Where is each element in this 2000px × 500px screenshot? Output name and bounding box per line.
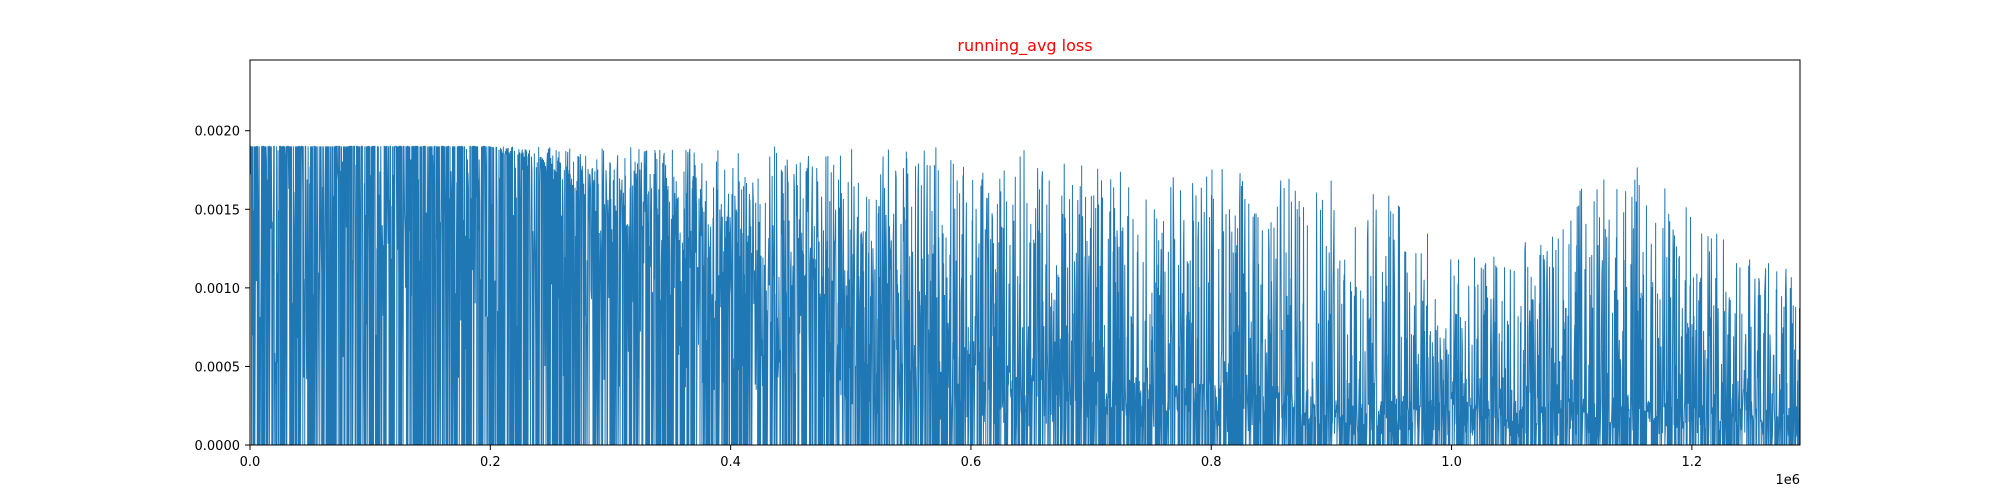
x-tick-label: 0.2 bbox=[480, 455, 501, 470]
chart-title: running_avg loss bbox=[957, 36, 1092, 56]
y-tick-label: 0.0010 bbox=[195, 282, 241, 297]
x-axis: 0.0 0.2 0.4 0.6 0.8 1.0 1.2 bbox=[240, 445, 1703, 470]
x-tick-label: 0.6 bbox=[961, 455, 982, 470]
y-axis: 0.0000 0.0005 0.0010 0.0015 0.0020 bbox=[195, 125, 250, 454]
x-tick-label: 0.4 bbox=[720, 455, 741, 470]
y-tick-label: 0.0020 bbox=[195, 125, 241, 140]
y-tick-label: 0.0015 bbox=[195, 203, 241, 218]
x-tick-label: 0.8 bbox=[1201, 455, 1222, 470]
plot-frame bbox=[249, 59, 1801, 446]
x-tick-label: 1.2 bbox=[1682, 455, 1703, 470]
x-tick-label: 0.0 bbox=[240, 455, 261, 470]
x-tick-label: 1.0 bbox=[1441, 455, 1462, 470]
x-axis-offset-label: 1e6 bbox=[1775, 473, 1800, 488]
series-loss-trace bbox=[250, 145, 1800, 445]
y-tick-label: 0.0000 bbox=[195, 439, 241, 454]
series-line bbox=[250, 145, 1800, 445]
y-tick-label: 0.0005 bbox=[195, 360, 241, 375]
